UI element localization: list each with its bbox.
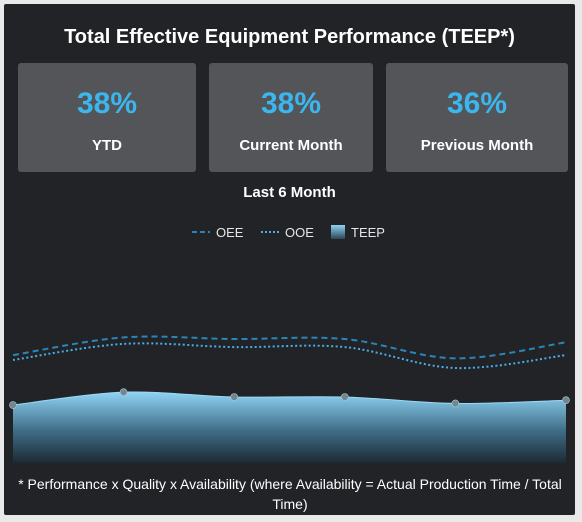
data-point-teep-3[interactable]	[340, 393, 349, 401]
series-oee-line	[12, 335, 567, 360]
series-teep-area	[13, 391, 566, 463]
dashed-line-icon	[192, 231, 210, 233]
kpi-label: Current Month	[239, 137, 343, 154]
legend-item-oee[interactable]: OEE	[192, 224, 243, 240]
legend-label: OOE	[285, 224, 314, 240]
kpi-card-ytd: 38% YTD	[18, 63, 196, 172]
dashboard-title: Total Effective Equipment Performance (T…	[64, 26, 515, 48]
data-point-teep-5[interactable]	[562, 396, 570, 405]
legend-item-ooe[interactable]: OOE	[261, 224, 314, 240]
kpi-label: YTD	[92, 137, 122, 154]
data-point-teep-2[interactable]	[230, 393, 238, 401]
kpi-card-previous-month: 36% Previous Month	[386, 63, 568, 172]
kpi-value: 38%	[260, 87, 322, 120]
legend-label: OEE	[216, 224, 244, 240]
footnote: * Performance x Quality x Availability (…	[18, 476, 562, 512]
series-ooe-line	[12, 342, 567, 370]
kpi-value: 38%	[76, 87, 138, 120]
kpi-value: 36%	[446, 87, 508, 120]
dotted-line-icon	[261, 231, 279, 233]
area-swatch-icon	[331, 225, 345, 239]
data-point-teep-4[interactable]	[451, 399, 460, 408]
series-teep-line	[12, 391, 567, 406]
data-point-teep-1[interactable]	[119, 388, 128, 396]
legend-label: TEEP	[351, 224, 385, 240]
chart-title: Last 6 Month	[243, 184, 336, 201]
data-point-teep-0[interactable]	[9, 401, 17, 409]
kpi-label: Previous Month	[420, 137, 534, 154]
legend-item-teep[interactable]: TEEP	[331, 224, 385, 240]
kpi-card-current-month: 38% Current Month	[209, 63, 373, 172]
